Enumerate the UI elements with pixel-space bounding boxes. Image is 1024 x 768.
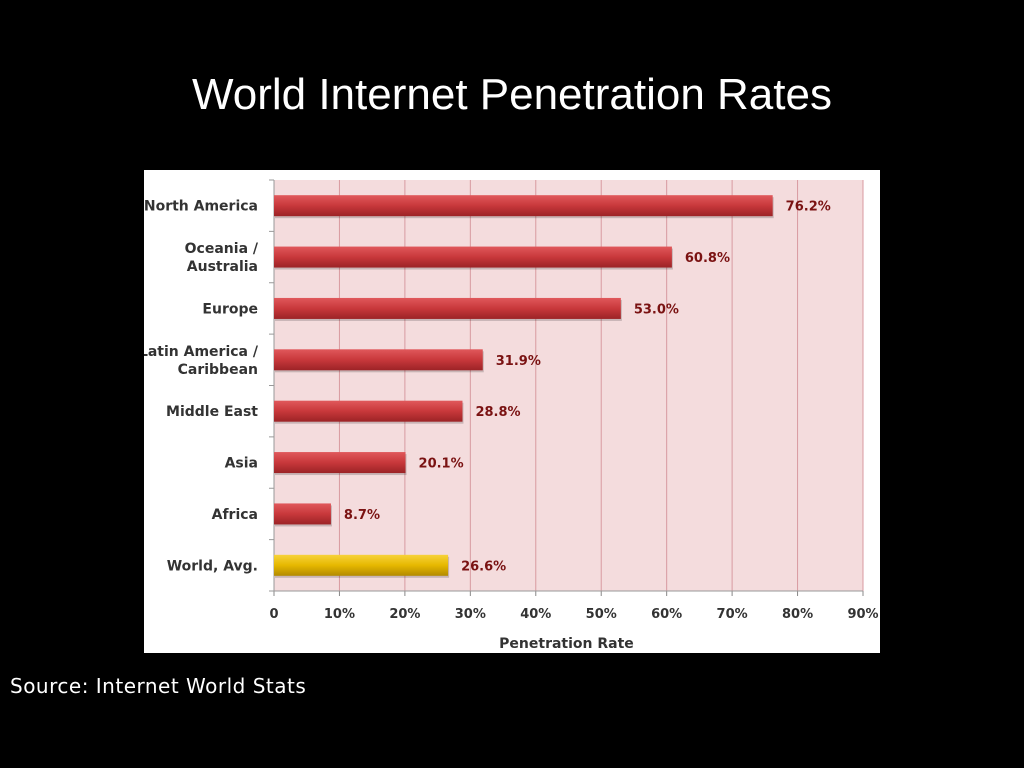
x-tick-label: 40%: [520, 607, 551, 622]
x-tick-label: 20%: [389, 607, 420, 622]
slide-title: World Internet Penetration Rates: [192, 70, 832, 119]
bar: [274, 452, 406, 474]
category-label-line: Asia: [225, 456, 258, 472]
category-label-line: Europe: [202, 301, 258, 317]
bar-value-label: 20.1%: [419, 457, 464, 472]
chart-panel: 0 10% 20% 30% 40% 50% 60% 70% 80% 90% 76.2% North A…: [144, 170, 880, 653]
labels: 0 10% 20% 30% 40% 50% 60% 70% 80% 90% 76.2% North A…: [144, 199, 879, 622]
bar: [274, 297, 621, 319]
bar: [274, 400, 463, 422]
category-label: World, Avg.: [167, 558, 258, 574]
bar: [274, 195, 773, 217]
category-label-line: Oceania /: [185, 241, 259, 257]
x-axis-title: Penetration Rate: [499, 636, 634, 652]
bar-value-label: 31.9%: [496, 354, 541, 369]
category-label-line: Middle East: [166, 404, 258, 420]
x-tick-label: 90%: [847, 607, 878, 622]
category-label-line: Africa: [212, 507, 258, 523]
bar-value-label: 8.7%: [344, 508, 380, 523]
bar-value-label: 28.8%: [475, 405, 520, 420]
bar-value-label: 76.2%: [786, 200, 831, 215]
x-tick-label: 70%: [717, 607, 748, 622]
category-label-line: Latin America /: [144, 344, 259, 360]
bar: [274, 503, 331, 525]
x-tick-label: 80%: [782, 607, 813, 622]
category-label-line: Caribbean: [178, 362, 258, 378]
bar-value-label: 60.8%: [685, 251, 730, 266]
category-label: North America: [144, 199, 258, 215]
category-label: Latin America / Caribbean: [144, 344, 259, 378]
plot-area: [274, 180, 863, 591]
category-label: Oceania / Australia: [185, 241, 259, 275]
bar-value-label: 26.6%: [461, 559, 506, 574]
category-label: Middle East: [166, 404, 258, 420]
x-tick-label: 0: [269, 607, 278, 622]
bar-chart: 0 10% 20% 30% 40% 50% 60% 70% 80% 90% 76.2% North A…: [144, 179, 879, 652]
bar-world-average: [274, 554, 449, 576]
source-note: Source: Internet World Stats: [10, 674, 307, 698]
bar: [274, 246, 672, 268]
x-tick-label: 30%: [455, 607, 486, 622]
bar-value-label: 53.0%: [634, 302, 679, 317]
category-label-line: Australia: [187, 259, 258, 275]
x-tick-label: 50%: [586, 607, 617, 622]
category-label: Asia: [225, 456, 258, 472]
bars: [274, 195, 774, 578]
x-tick-label: 10%: [324, 607, 355, 622]
x-tick-label: 60%: [651, 607, 682, 622]
category-label-line: World, Avg.: [167, 558, 258, 574]
category-label: Europe: [202, 301, 258, 317]
bar: [274, 349, 483, 371]
category-label-line: North America: [144, 199, 258, 215]
category-label: Africa: [212, 507, 258, 523]
